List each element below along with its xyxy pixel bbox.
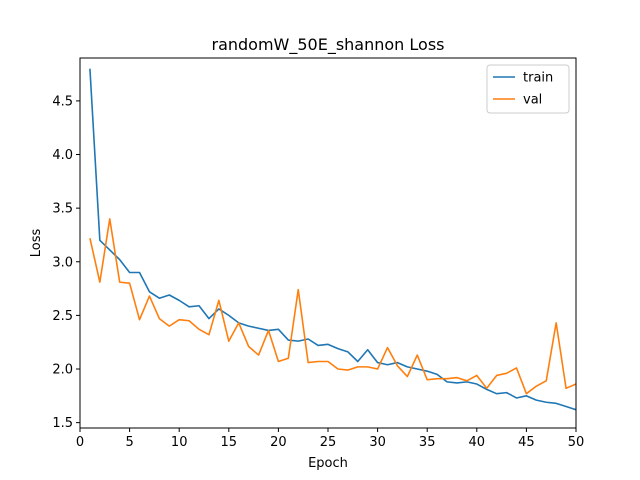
x-tick-label: 40 [469,435,486,450]
y-axis: 1.5 2.0 2.5 3.0 3.5 4.0 4.5 [52,94,80,431]
x-tick-label: 30 [369,435,386,450]
x-tick-label: 10 [171,435,188,450]
x-axis: 0 5 10 15 20 25 30 35 40 45 50 [76,428,584,450]
y-tick-label: 4.0 [52,148,73,163]
plot-series [89,68,576,411]
x-tick-label: 25 [320,435,337,450]
x-tick-label: 45 [518,435,535,450]
y-tick-label: 4.5 [52,94,73,109]
x-tick-label: 0 [76,435,84,450]
y-tick-label: 1.5 [52,416,73,431]
x-tick-label: 35 [419,435,436,450]
legend-label-train[interactable]: train [523,71,553,86]
x-tick-label: 5 [125,435,133,450]
x-axis-label: Epoch [308,456,348,471]
legend-label-val[interactable]: val [523,93,542,108]
series-line-train [89,68,576,411]
y-tick-label: 3.5 [52,202,73,217]
series-line-val [89,218,576,395]
y-axis-label: Loss [29,229,44,258]
x-tick-label: 20 [270,435,287,450]
legend[interactable]: train val [486,64,570,114]
y-tick-label: 2.5 [52,309,73,324]
x-tick-label: 15 [221,435,238,450]
y-tick-label: 2.0 [52,363,73,378]
x-tick-label: 50 [568,435,585,450]
y-tick-label: 3.0 [52,255,73,270]
chart-title: randomW_50E_shannon Loss [211,35,444,55]
